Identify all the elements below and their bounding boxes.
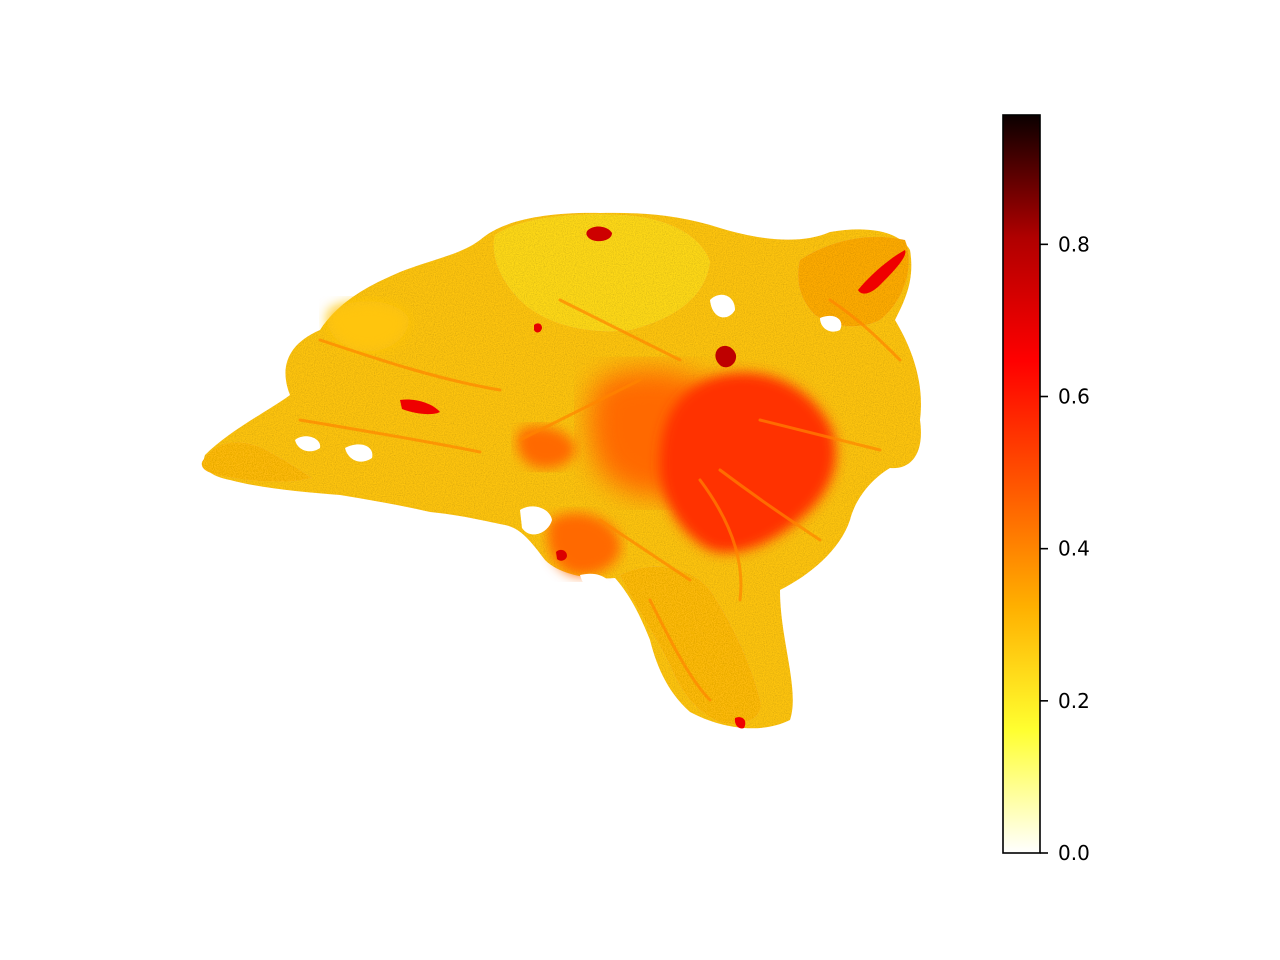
heatmap-region-dark-streak-right [858, 250, 906, 294]
heatmap-region-dark-spot-right [715, 345, 737, 368]
heatmap-region-central-core [547, 512, 621, 576]
colorbar-tick-label: 0.2 [1058, 689, 1090, 713]
colorbar-tick-label: 0.4 [1058, 537, 1090, 561]
heatmap-gap [580, 573, 613, 597]
heatmap-region-central-core [517, 426, 576, 469]
heatmap-gap [345, 444, 373, 462]
heatmap-strand [518, 378, 642, 442]
heatmap-region-upper-lobe [493, 214, 710, 332]
heatmap-strand [598, 518, 692, 582]
colorbar-gradient [1002, 114, 1041, 854]
heatmap-gap [710, 294, 735, 318]
colorbar-tick-label: 0.8 [1058, 232, 1090, 256]
heatmap-region-left-lobe [201, 442, 312, 482]
heatmap-strand [758, 418, 882, 452]
heatmap-region-dark-spot-center [534, 323, 542, 333]
heatmap-strand [318, 338, 502, 392]
heatmap-strand [298, 418, 482, 454]
heatmap-region-tissue-body [327, 301, 410, 352]
heatmap-strand [698, 478, 743, 602]
heatmap-region-right-strands [798, 236, 909, 327]
colorbar: 0.0 0.2 0.4 0.6 0.8 [1002, 114, 1090, 865]
heatmap-region-dark-streak-right [734, 717, 746, 729]
heatmap-strand [828, 298, 902, 362]
heatmap-region-dark-spot-lower [556, 549, 567, 561]
heatmap-region-dark-streak-right [400, 399, 440, 415]
heatmap-region-dark-spot-upper [586, 226, 612, 242]
heatmap-gap [820, 315, 842, 332]
heatmap-strand [558, 298, 682, 362]
heatmap-image [201, 212, 921, 729]
heatmap-gap [520, 506, 552, 535]
colorbar-tick-label: 0.6 [1058, 385, 1090, 409]
colorbar-ticks: 0.0 0.2 0.4 0.6 0.8 [1040, 232, 1090, 865]
heatmap-strand [718, 468, 822, 542]
colorbar-tick-label: 0.0 [1058, 841, 1090, 865]
heatmap-region-lower-tail [620, 566, 761, 724]
heatmap-gap [295, 436, 321, 452]
heatmap-strand [648, 598, 712, 702]
heatmap-region-lower-right-core [660, 372, 837, 553]
